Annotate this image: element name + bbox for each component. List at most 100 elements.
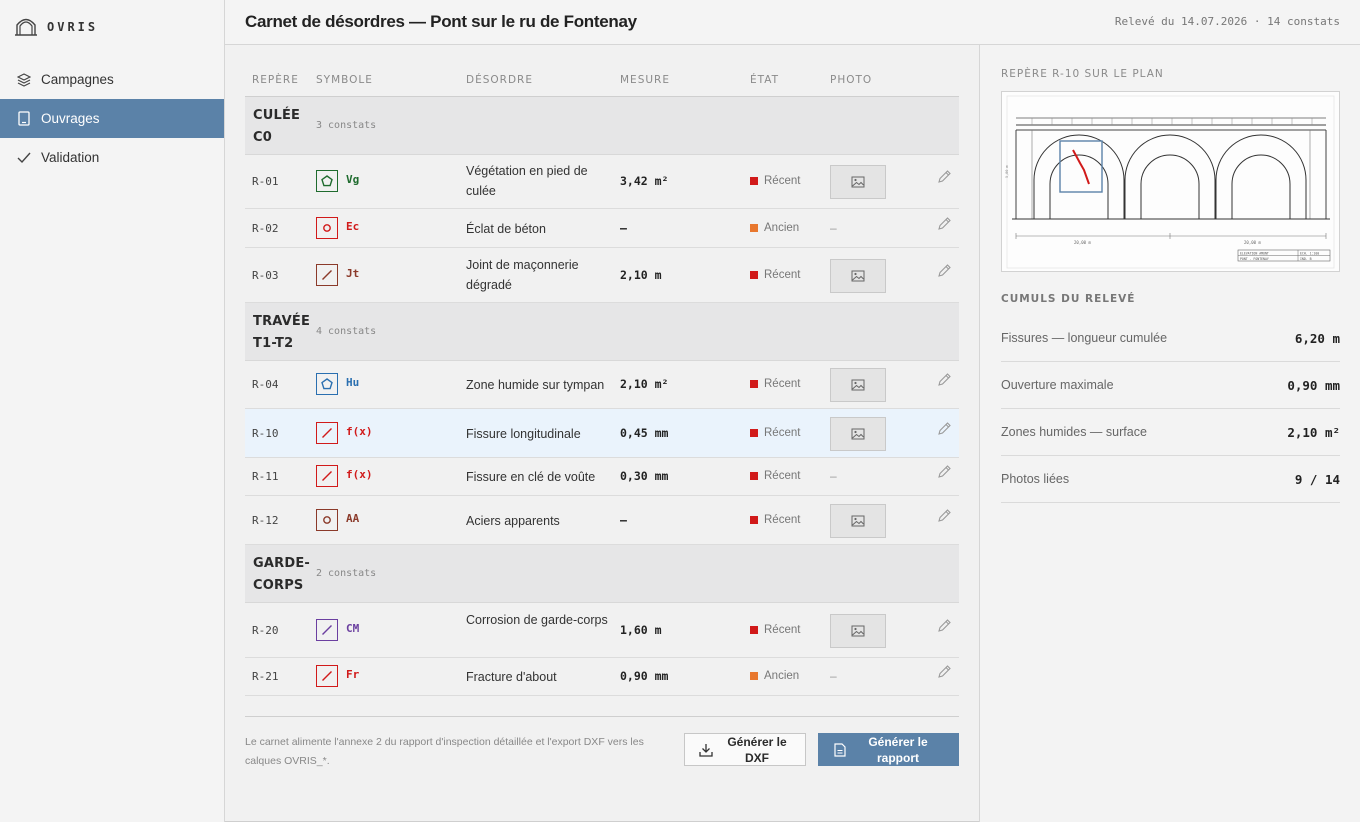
col-mesure[interactable]: MESURE [620,74,670,86]
symbol-code: Jt [346,266,360,280]
photo-thumbnail[interactable] [830,503,886,538]
table-row[interactable]: R-20 CM Corrosion de garde-corps 1,60 m Réce… [245,603,959,658]
etat-label: Récent [764,426,801,439]
etat-label: Récent [764,268,801,281]
status-square-icon [750,472,758,480]
col-desordre[interactable]: DÉSORDRE [466,74,533,86]
photo-thumbnail[interactable] [830,165,886,199]
symbol-slash-icon [316,665,338,687]
bridge-plan[interactable]: 20,00 m 20,00 m 5,00 m ELEVATION AMONT E… [1001,91,1340,272]
edit-pencil-icon[interactable] [936,421,952,437]
table-row[interactable]: R-10 f(x) Fissure longitudinale 0,45 mm Réce… [245,409,959,458]
col-etat[interactable]: ÉTAT [750,74,780,86]
sidebar-item-campagnes[interactable]: Campagnes [0,60,224,99]
group-count: 2 constats [316,568,377,579]
table-row[interactable]: R-03 Jt Joint de maçonnerie dégradé 2,10 m R… [245,248,959,303]
symbol-pentagon-icon [316,373,338,395]
status-square-icon [750,428,758,437]
group-header[interactable]: GARDE-CORPS 2 constats [245,545,959,603]
repere-cell: R-10 [252,426,279,440]
desordre-cell: Joint de maçonnerie dégradé [466,257,579,292]
etat-cell: Récent [750,624,800,636]
edit-pencil-icon[interactable] [936,263,952,279]
edit-pencil-icon[interactable] [936,216,952,232]
group-count: 3 constats [316,120,377,131]
etat-label: Récent [764,175,801,187]
edit-pencil-icon[interactable] [936,372,952,388]
symbol-code: f(x) [346,424,373,438]
table-row[interactable]: R-02 Ec Éclat de béton — Ancien – [245,209,959,248]
sidebar: OVRIS Campagnes Ouvrages Validation [0,0,225,822]
status-square-icon [750,625,758,634]
symbol-slash-icon [316,421,338,444]
svg-text:20,00 m: 20,00 m [1244,240,1261,245]
svg-text:20,00 m: 20,00 m [1074,240,1091,245]
group-name: CULÉE C0 [253,108,301,145]
group-header[interactable]: TRAVÉE T1-T2 4 constats [245,303,959,361]
repere-cell: R-11 [252,470,279,483]
symbol-slash-icon [316,263,338,286]
photo-thumbnail[interactable] [830,416,886,451]
edit-pencil-icon[interactable] [936,618,952,634]
edit-pencil-icon[interactable] [936,464,952,480]
sidebar-item-validation[interactable]: Validation [0,138,224,177]
brand[interactable]: OVRIS [15,16,98,38]
photo-thumbnail[interactable] [830,368,886,402]
survey-meta: Relevé du 14.07.2026 · 14 constats [1114,15,1340,28]
col-photo[interactable]: PHOTO [830,74,873,86]
image-icon [851,515,865,527]
status-square-icon [750,672,758,680]
symbol-slash-icon [316,465,338,487]
image-icon [851,379,865,391]
edit-pencil-icon[interactable] [936,169,952,185]
no-photo: – [830,469,837,483]
svg-text:IND. B: IND. B [1300,257,1312,261]
symbol-code: Ec [346,219,360,233]
repere-cell: R-20 [252,623,279,637]
edit-pencil-icon[interactable] [936,508,952,524]
table-row[interactable]: R-21 Fr Fracture d'about 0,90 mm Ancien – [245,658,959,696]
footer-note: Le carnet alimente l'annexe 2 du rapport… [245,736,644,767]
download-icon [699,743,713,757]
symbol-code: Vg [346,173,360,186]
table-row[interactable]: R-12 AA Aciers apparents — Récent [245,496,959,545]
mesure-cell: 0,30 mm [620,469,669,483]
brand-name: OVRIS [47,20,99,34]
table-row[interactable]: R-04 Hu Zone humide sur tympan 2,10 m² Récen… [245,361,959,409]
stat-label: Fissures — longueur cumulée [1001,331,1168,345]
col-symbole[interactable]: SYMBOLE [316,74,373,86]
desordre-cell: Fracture d'about [466,670,557,684]
sidebar-item-label: Ouvrages [41,111,100,126]
desordre-cell: Végétation en pied de culée [466,164,588,198]
generate-dxf-button[interactable]: Générer le DXF [684,733,806,766]
desordre-cell: Corrosion de garde-corps [466,612,608,627]
generate-report-button[interactable]: Générer le rapport [818,733,959,766]
photo-thumbnail[interactable] [830,613,886,648]
mesure-cell: 3,42 m² [620,174,669,188]
col-repere[interactable]: REPÈRE [252,74,299,86]
desordre-cell: Éclat de béton [466,221,546,236]
table-row[interactable]: R-01 Vg Végétation en pied de culée 3,42 m²… [245,155,959,209]
group-name: TRAVÉE T1-T2 [253,314,311,351]
image-icon [851,428,865,440]
etat-cell: Récent [750,175,800,187]
group-header[interactable]: CULÉE C0 3 constats [245,97,959,155]
symbol-code: Hu [346,376,360,389]
mesure-cell: 1,60 m [620,622,662,637]
detail-panel: REPÈRE R-10 SUR LE PLAN [979,45,1360,822]
table-row[interactable]: R-11 f(x) Fissure en clé de voûte 0,30 mm Ré… [245,458,959,496]
page-title: Carnet de désordres — Pont sur le ru de … [245,12,637,31]
group-count: 4 constats [316,326,377,337]
sidebar-item-ouvrages[interactable]: Ouvrages [0,99,224,138]
repere-cell: R-04 [252,378,279,391]
group-name: GARDE-CORPS [253,556,311,593]
edit-pencil-icon[interactable] [936,664,952,680]
repere-cell: R-12 [252,513,279,527]
stat-label: Ouverture maximale [1001,378,1114,392]
desordre-cell: Zone humide sur tympan [466,378,605,392]
table-footer: Le carnet alimente l'annexe 2 du rapport… [245,716,959,767]
symbol-code: f(x) [346,468,373,481]
stat-row: Fissures — longueur cumulée 6,20 m [1001,315,1340,362]
symbol-circle-icon [316,508,338,531]
photo-thumbnail[interactable] [830,258,886,293]
